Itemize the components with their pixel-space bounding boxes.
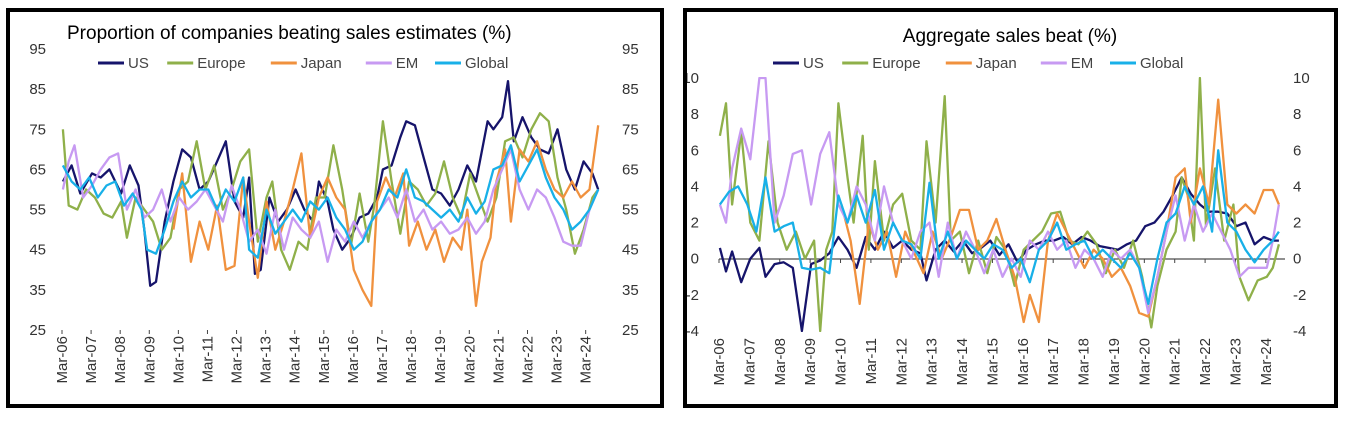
x-tick-label: Mar-16: [345, 336, 362, 384]
x-tick-label: Mar-22: [1197, 338, 1214, 386]
y-tick-left: 65: [29, 161, 46, 178]
x-tick-label: Mar-14: [287, 336, 304, 384]
x-tick-label: Mar-22: [519, 336, 536, 384]
x-tick-label: Mar-07: [83, 336, 100, 384]
y-tick-left: 0: [691, 251, 699, 268]
series-line-us: [61, 79, 600, 287]
x-tick-label: Mar-10: [833, 338, 850, 386]
series-line-europe: [718, 77, 1281, 332]
x-tick-label: Mar-15: [984, 338, 1001, 386]
legend-label-japan: Japan: [976, 55, 1017, 72]
y-tick-right: 95: [622, 41, 639, 58]
x-tick-label: Mar-17: [374, 336, 391, 384]
chart-title: Proportion of companies beating sales es…: [67, 23, 512, 44]
x-tick-label: Mar-11: [863, 338, 880, 384]
y-tick-right: -4: [1293, 323, 1306, 340]
legend-label-global: Global: [1140, 55, 1183, 72]
y-tick-right: 6: [1293, 142, 1301, 159]
x-tick-label: Mar-06: [711, 338, 728, 386]
x-tick-label: Mar-10: [170, 336, 187, 384]
x-tick-label: Mar-06: [54, 336, 71, 384]
x-tick-label: Mar-08: [772, 338, 789, 386]
x-tick-label: Mar-12: [893, 338, 910, 386]
chart-panel-aggregate: Aggregate sales beat (%) -4 -4 -2 -2 0 0 2 2 4 4 6 6…: [683, 8, 1338, 408]
y-tick-right: 8: [1293, 106, 1301, 123]
chart-proportion-beating-estimates: Proportion of companies beating sales es…: [29, 23, 639, 384]
x-tick-label: Mar-24: [578, 336, 595, 384]
series-line-europe: [61, 112, 600, 271]
y-tick-left: 85: [29, 81, 46, 98]
x-tick-label: Mar-24: [1258, 338, 1275, 386]
x-tick-label: Mar-16: [1015, 338, 1032, 386]
y-tick-right: 45: [622, 242, 639, 259]
x-tick-label: Mar-23: [1227, 338, 1244, 386]
x-tick-label: Mar-21: [490, 336, 507, 384]
series-line-em: [61, 144, 600, 263]
y-tick-right: 55: [622, 202, 639, 219]
series-line-em: [718, 77, 1281, 315]
x-tick-label: Mar-13: [924, 338, 941, 386]
y-tick-right: 4: [1293, 178, 1301, 195]
y-tick-right: 75: [622, 121, 639, 138]
legend-label-us: US: [803, 55, 824, 72]
y-tick-right: 85: [622, 81, 639, 98]
series-line-global: [61, 144, 600, 259]
y-tick-left: 35: [29, 282, 46, 299]
chart-title: Aggregate sales beat (%): [903, 26, 1117, 47]
y-tick-left: 75: [29, 121, 46, 138]
x-tick-label: Mar-19: [432, 336, 449, 384]
x-tick-label: Mar-17: [1045, 338, 1062, 386]
x-tick-label: Mar-09: [802, 338, 819, 386]
legend-label-em: EM: [1071, 55, 1094, 72]
y-tick-left: 6: [691, 142, 699, 159]
y-tick-left: 4: [691, 178, 699, 195]
x-tick-label: Mar-20: [461, 336, 478, 384]
x-tick-label: Mar-15: [316, 336, 333, 384]
y-tick-left: 55: [29, 202, 46, 219]
x-tick-label: Mar-12: [229, 336, 246, 384]
y-tick-right: 2: [1293, 215, 1301, 232]
x-tick-label: Mar-18: [403, 336, 420, 384]
y-tick-left: 95: [29, 41, 46, 58]
legend-label-global: Global: [465, 55, 508, 72]
x-tick-label: Mar-13: [258, 336, 275, 384]
y-tick-right: 65: [622, 161, 639, 178]
chart-panel-proportion: Proportion of companies beating sales es…: [6, 8, 664, 408]
y-tick-left: 2: [691, 215, 699, 232]
legend-label-europe: Europe: [872, 55, 920, 72]
x-tick-label: Mar-19: [1106, 338, 1123, 386]
series-line-japan: [840, 98, 1280, 324]
y-tick-right: 35: [622, 282, 639, 299]
y-tick-left: 45: [29, 242, 46, 259]
y-tick-left: 25: [29, 322, 46, 339]
legend-label-us: US: [128, 55, 149, 72]
x-tick-label: Mar-07: [741, 338, 758, 386]
x-tick-label: Mar-20: [1136, 338, 1153, 386]
x-tick-label: Mar-18: [1076, 338, 1093, 386]
y-tick-right: 0: [1293, 251, 1301, 268]
y-tick-left: -2: [687, 287, 699, 304]
legend-label-em: EM: [396, 55, 419, 72]
y-tick-left: 10: [687, 70, 699, 87]
legend-label-japan: Japan: [301, 55, 342, 72]
x-tick-label: Mar-21: [1167, 338, 1184, 386]
x-tick-label: Mar-11: [199, 336, 216, 382]
legend-label-europe: Europe: [197, 55, 245, 72]
y-tick-left: -4: [687, 323, 699, 340]
x-tick-label: Mar-08: [112, 336, 129, 384]
y-tick-right: 25: [622, 322, 639, 339]
chart-aggregate-sales-beat: Aggregate sales beat (%) -4 -4 -2 -2 0 0 2 2 4 4 6 6…: [687, 26, 1310, 386]
series-line-global: [718, 149, 1280, 306]
y-tick-right: -2: [1293, 287, 1306, 304]
y-tick-right: 10: [1293, 70, 1310, 87]
y-tick-left: 8: [691, 106, 699, 123]
x-tick-label: Mar-14: [954, 338, 971, 386]
x-tick-label: Mar-23: [549, 336, 566, 384]
x-tick-label: Mar-09: [141, 336, 158, 384]
